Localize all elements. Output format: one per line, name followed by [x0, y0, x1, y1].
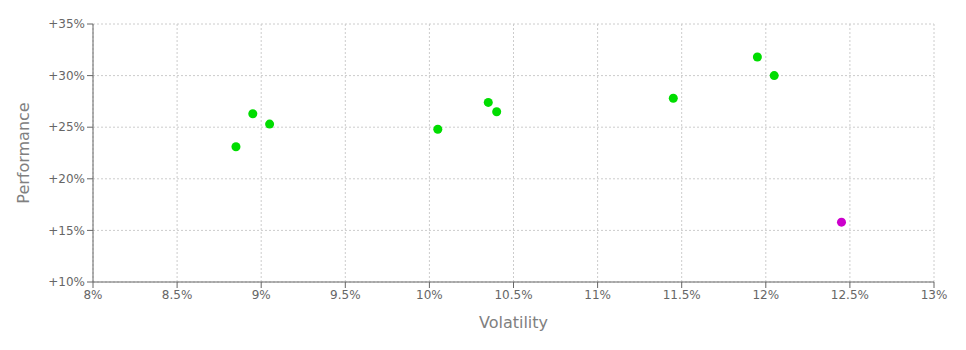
- svg-text:+30%: +30%: [48, 69, 85, 83]
- svg-text:11.5%: 11.5%: [663, 288, 701, 302]
- svg-text:Performance: Performance: [14, 102, 33, 203]
- svg-text:8.5%: 8.5%: [162, 288, 193, 302]
- svg-text:+25%: +25%: [48, 120, 85, 134]
- svg-text:9%: 9%: [252, 288, 271, 302]
- svg-text:10.5%: 10.5%: [494, 288, 532, 302]
- svg-text:+15%: +15%: [48, 224, 85, 238]
- svg-text:12%: 12%: [752, 288, 779, 302]
- svg-text:10%: 10%: [416, 288, 443, 302]
- svg-text:11%: 11%: [584, 288, 611, 302]
- svg-text:+20%: +20%: [48, 172, 85, 186]
- svg-text:+35%: +35%: [48, 17, 85, 31]
- svg-text:Volatility: Volatility: [479, 313, 548, 332]
- svg-text:+10%: +10%: [48, 275, 85, 289]
- svg-text:12.5%: 12.5%: [831, 288, 869, 302]
- svg-text:8%: 8%: [83, 288, 102, 302]
- svg-text:13%: 13%: [921, 288, 948, 302]
- svg-text:9.5%: 9.5%: [330, 288, 361, 302]
